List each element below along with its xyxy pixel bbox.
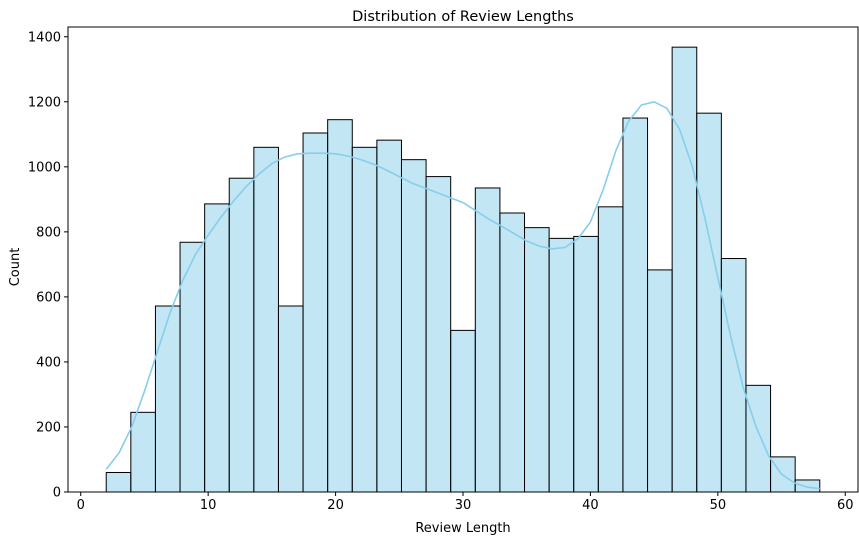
histogram-bar (105, 471, 132, 493)
histogram-bar (400, 159, 427, 493)
y-axis-label: Count (8, 248, 23, 287)
histogram-bar (474, 187, 501, 493)
x-tick-label: 30 (455, 498, 472, 513)
histogram-bar (253, 146, 279, 493)
x-tick-label: 40 (582, 498, 599, 513)
y-tick-label: 200 (36, 420, 61, 435)
histogram-bar (647, 269, 673, 493)
histogram-bar (130, 411, 156, 493)
x-axis-label: Review Length (415, 521, 510, 536)
y-tick-label: 1400 (28, 30, 61, 45)
y-tick-label: 400 (36, 355, 61, 370)
histogram-bar (622, 117, 649, 493)
kde-line (105, 101, 820, 490)
histogram-bar (376, 139, 402, 493)
histogram-bar (671, 46, 698, 493)
histogram-bar (696, 112, 722, 493)
x-tick-label: 20 (327, 498, 344, 513)
x-tick-label: 60 (837, 498, 854, 513)
x-tick-label: 0 (77, 498, 85, 513)
y-tick-label: 800 (36, 225, 61, 240)
x-tick-label: 50 (710, 498, 727, 513)
y-tick-label: 1200 (28, 95, 61, 110)
histogram-bar (524, 227, 550, 493)
histogram-bar (794, 479, 821, 493)
histogram-bar (425, 176, 452, 493)
histogram-bar (154, 305, 181, 493)
kde-layer (105, 101, 820, 490)
histogram-bar (302, 132, 329, 493)
histogram-bar (351, 146, 378, 493)
histogram-bar (327, 119, 353, 493)
y-tick-label: 1000 (28, 160, 61, 175)
histogram-bar (277, 305, 304, 493)
histogram-bar (745, 384, 772, 493)
histogram-bar (573, 235, 599, 493)
histogram-bar (179, 241, 206, 493)
histogram-bar (499, 212, 526, 493)
y-tick-label: 600 (36, 290, 61, 305)
x-tick-label: 10 (200, 498, 217, 513)
chart-title: Distribution of Review Lengths (352, 9, 574, 25)
y-tick-label: 0 (53, 486, 61, 501)
histogram-bar (204, 203, 230, 493)
histogram-bar (450, 329, 476, 493)
histogram-bar (228, 177, 255, 493)
bars-layer (105, 46, 821, 493)
histogram-bar (548, 237, 575, 493)
histogram-bar (597, 206, 624, 493)
histogram-bar (720, 258, 747, 493)
